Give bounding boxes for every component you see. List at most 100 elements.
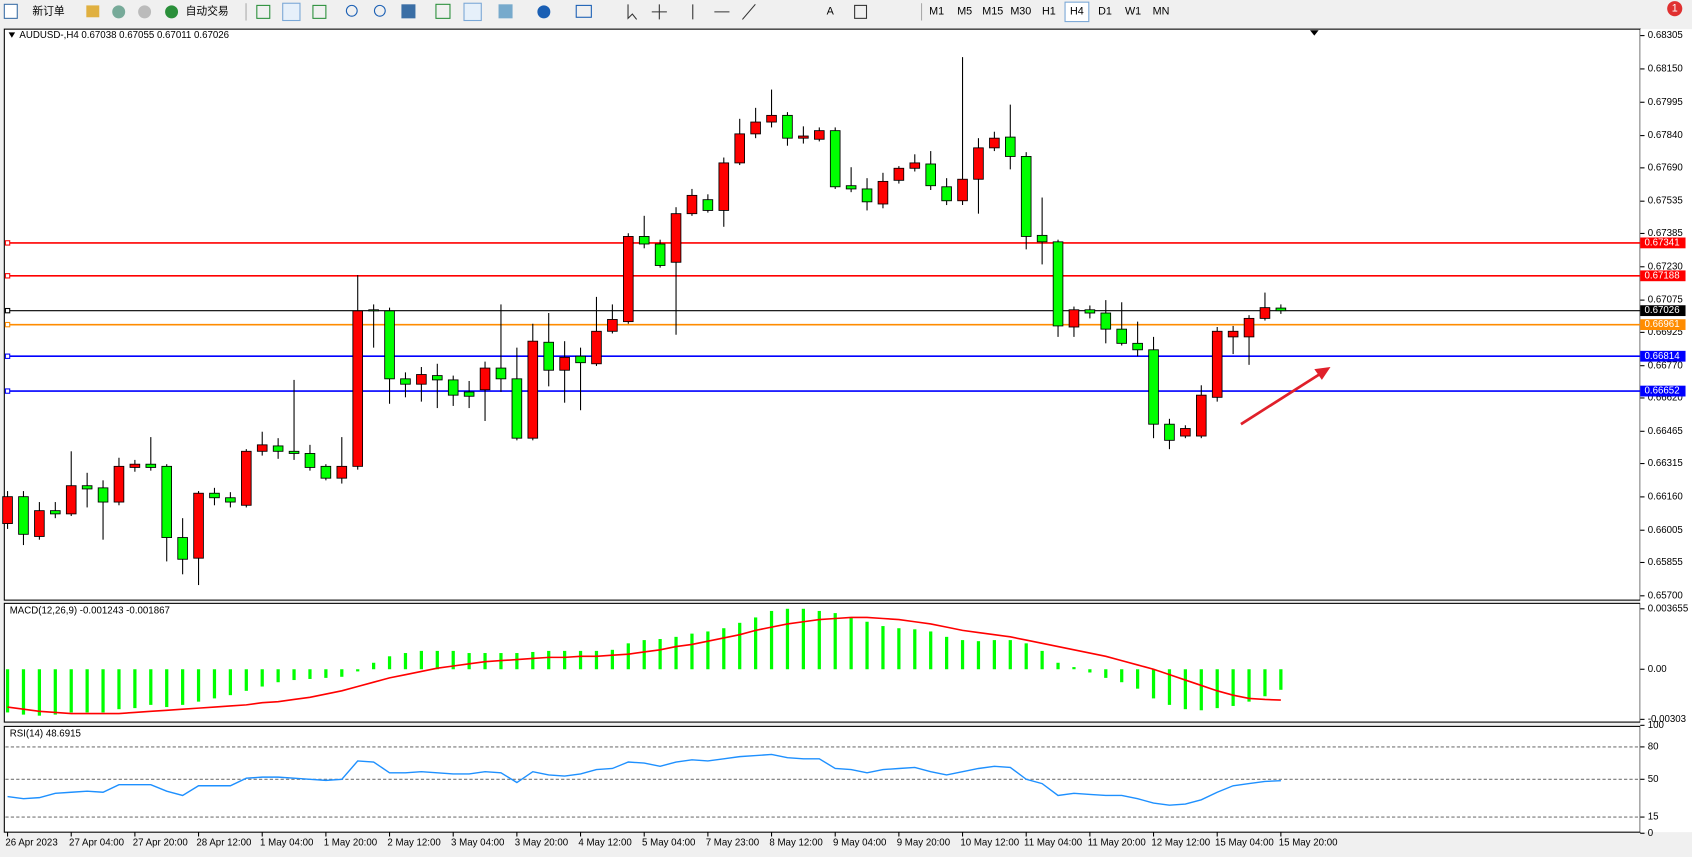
timeframe-button[interactable]: MN <box>1153 6 1170 18</box>
timeframe-button[interactable]: H4 <box>1070 6 1084 18</box>
cursor-icon[interactable] <box>627 4 638 20</box>
y-tick-label: 0.66160 <box>1648 491 1684 502</box>
notification-count[interactable]: 1 <box>1672 2 1678 14</box>
price-axis <box>1640 29 1692 833</box>
y-tick-label: 0.67385 <box>1648 228 1683 239</box>
level-handle <box>4 321 11 328</box>
y-tick-label: 0.66005 <box>1648 525 1683 536</box>
zoom-out[interactable] <box>373 4 386 17</box>
macd-bar <box>945 636 949 670</box>
level-label: 0.67026 <box>1645 305 1680 316</box>
candle-body <box>686 194 698 215</box>
macd-bar <box>387 656 392 670</box>
candle-body <box>34 510 45 537</box>
x-tick-label: 8 May 12:00 <box>769 838 823 849</box>
macd-bar <box>372 662 376 670</box>
signal-line <box>7 616 1281 715</box>
candle-body <box>1211 330 1223 398</box>
active-timeframe <box>1064 1 1090 23</box>
y-tick-label: 50 <box>1648 774 1659 785</box>
candle-body <box>559 356 570 371</box>
annotation-arrow <box>1240 372 1322 426</box>
candle-body <box>1180 428 1191 437</box>
timeframe-button[interactable]: M30 <box>1010 6 1031 18</box>
icon[interactable] <box>498 4 513 19</box>
y-tick-label: 0.66770 <box>1648 360 1684 371</box>
macd-bar <box>865 621 869 670</box>
icon[interactable] <box>256 4 271 19</box>
new-order[interactable]: 新订单 <box>32 5 65 18</box>
auto-trading-icon[interactable] <box>165 5 179 19</box>
macd-bar <box>1247 669 1251 702</box>
icon[interactable] <box>435 3 451 19</box>
candle-body <box>1036 234 1048 243</box>
icon[interactable] <box>282 2 301 22</box>
x-tick-label: 15 May 20:00 <box>1279 838 1338 849</box>
toolbar: 新订单 自动交易 A M1 M5 M15 M30 H1 H4 D1 W1 MN 1 <box>0 0 1692 24</box>
crosshair-icon[interactable] <box>651 4 667 20</box>
y-tick-label: 0.65700 <box>1648 590 1684 601</box>
macd-bar <box>722 628 726 670</box>
macd-bar <box>260 669 264 687</box>
macd-bar <box>897 628 901 670</box>
macd-bar <box>53 669 57 715</box>
macd-bar <box>1040 650 1044 670</box>
x-tick-label: 5 May 04:00 <box>642 838 696 849</box>
badge[interactable] <box>1667 1 1683 17</box>
text-tool[interactable]: A <box>827 6 835 18</box>
zoom-in[interactable] <box>345 4 358 17</box>
macd-bar <box>1136 669 1140 689</box>
icon[interactable] <box>537 5 551 19</box>
symbol-marker <box>8 32 16 38</box>
x-tick-label: 2 May 12:00 <box>387 838 441 849</box>
macd-bar <box>1024 643 1028 670</box>
candle-body <box>1068 309 1080 328</box>
timeframe-button[interactable]: M15 <box>982 6 1003 18</box>
candle-body <box>1148 349 1159 425</box>
timeframe-button[interactable]: M1 <box>929 6 944 18</box>
icon[interactable] <box>138 5 152 19</box>
icon[interactable] <box>401 4 416 19</box>
macd-bar <box>738 622 742 670</box>
candle-body <box>543 341 555 371</box>
candle-body <box>18 496 29 535</box>
level-handle <box>4 353 11 359</box>
candle-body <box>734 133 745 164</box>
macd-bar <box>85 669 89 713</box>
icon[interactable] <box>86 5 100 18</box>
candle-body <box>607 319 618 332</box>
candle-body <box>400 378 411 385</box>
macd-bar <box>1215 669 1219 709</box>
candle-body <box>527 340 539 439</box>
macd-bar <box>1167 669 1172 705</box>
timeframe-button[interactable]: M5 <box>957 6 972 18</box>
timeframe-button[interactable]: W1 <box>1125 6 1141 18</box>
icon[interactable] <box>312 4 327 19</box>
candle-body <box>336 465 348 479</box>
candle-body <box>623 236 634 323</box>
macd-bar <box>419 650 423 670</box>
macd-bar <box>817 610 821 670</box>
candle-body <box>638 236 650 245</box>
x-tick-label: 27 Apr 04:00 <box>69 838 125 849</box>
icon[interactable] <box>112 5 126 19</box>
macd-bar <box>403 653 408 670</box>
icon[interactable] <box>463 2 482 22</box>
y-tick-label: 100 <box>1648 720 1665 731</box>
macd-bar <box>1199 669 1203 711</box>
auto-trading[interactable]: 自动交易 <box>186 5 229 18</box>
y-tick-label: 0.66315 <box>1648 458 1683 469</box>
icon[interactable] <box>575 4 592 18</box>
new-order-icon[interactable] <box>3 3 18 19</box>
line-tools[interactable] <box>692 3 756 20</box>
candle-body <box>718 162 730 211</box>
timeframe-button[interactable]: H1 <box>1042 6 1056 18</box>
level-label-bg <box>1640 319 1686 331</box>
candle-body <box>1132 342 1143 351</box>
level-label: 0.66961 <box>1645 319 1680 330</box>
x-tick-label: 3 May 20:00 <box>515 838 569 849</box>
label-tool[interactable] <box>854 4 868 19</box>
timeframe-button[interactable]: D1 <box>1098 6 1112 18</box>
